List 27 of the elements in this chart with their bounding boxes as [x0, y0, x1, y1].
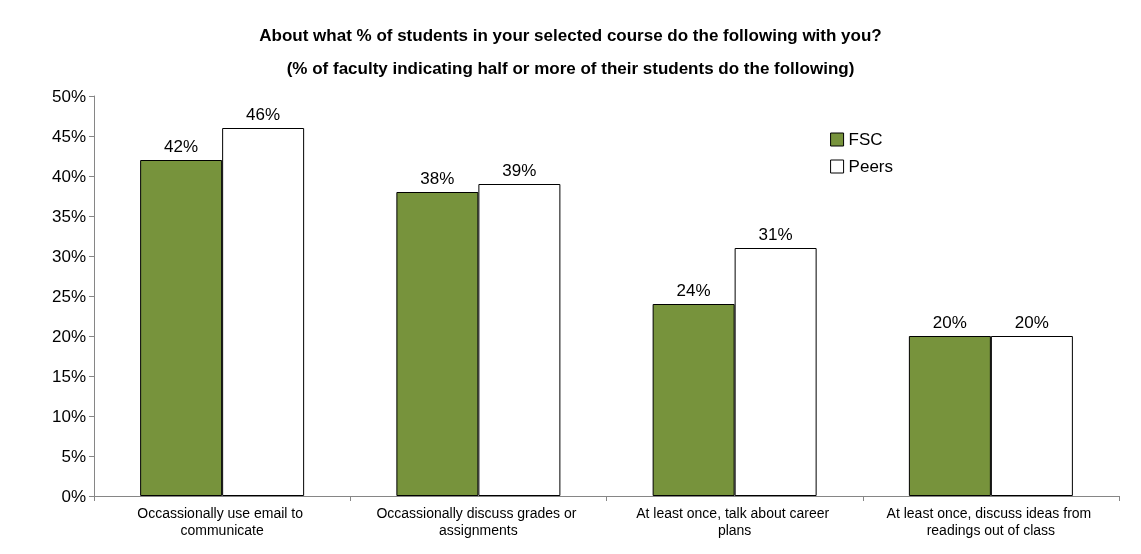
y-tick-label: 25% — [51, 286, 86, 306]
y-tick-label: 15% — [51, 366, 86, 386]
x-tick-label: Occassionally discuss grades or assignments — [376, 504, 581, 538]
y-tick-label: 20% — [51, 326, 86, 346]
data-label: 38% — [420, 169, 455, 188]
y-tick-label: 0% — [61, 486, 86, 506]
data-label: 42% — [164, 137, 199, 156]
chart-subtitle: (% of faculty indicating half or more of their students do the following) — [286, 59, 855, 78]
legend-label: FSC — [848, 130, 883, 149]
x-tick-label: At least once, talk about career plans — [636, 504, 834, 538]
y-tick-label: 5% — [61, 446, 86, 466]
legend-label: Peers — [848, 157, 894, 176]
x-tick-label: Occassionally use email to communicate — [137, 504, 307, 538]
data-label: 31% — [758, 225, 793, 244]
data-label: 46% — [246, 105, 281, 124]
y-tick-label: 35% — [51, 206, 86, 226]
data-label: 20% — [1014, 313, 1049, 332]
y-tick-label: 40% — [51, 166, 86, 186]
y-tick-label: 10% — [51, 406, 86, 426]
data-label: 20% — [932, 313, 967, 332]
x-tick-label: At least once, discuss ideas from readings out of class — [886, 504, 1096, 538]
y-tick-label: 50% — [51, 86, 86, 106]
data-label: 39% — [502, 161, 537, 180]
y-tick-label: 45% — [51, 126, 86, 146]
y-tick-label: 30% — [51, 246, 86, 266]
data-label: 24% — [676, 281, 711, 300]
chart-title: About what % of students in your selected course do the following with you? — [259, 26, 882, 45]
